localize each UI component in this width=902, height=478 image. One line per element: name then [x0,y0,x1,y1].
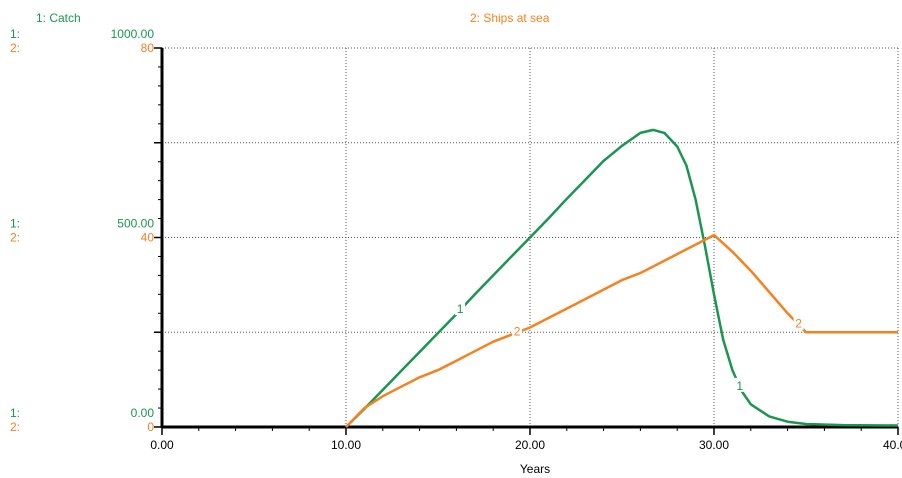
x-tick-label: 0.00 [150,438,174,452]
y-axis-series-prefix: 1: [10,27,20,41]
y-tick-labels: 1: 0.00 1: 500.00 1: 1000.00 2: 0 2: 40 2: 80 [10,27,154,434]
legend-entry-catch: 1: Catch [36,11,81,25]
series-marker-bg [455,301,466,316]
legend-entry-ships-at-sea: 2: Ships at sea [470,11,550,25]
series-marker-bg [512,323,523,338]
y-tick-label: 80 [141,41,155,55]
series-marker-2: 2 [514,324,521,338]
series-marker-1: 1 [457,302,464,316]
x-tick-label: 20.00 [515,438,545,452]
x-tick-label: 30.00 [699,438,729,452]
x-tick-label: 10.00 [331,438,361,452]
y-tick-label: 40 [141,231,155,245]
series-line-2 [345,233,898,428]
gridlines [162,47,899,427]
x-axis-label: Years [520,462,550,476]
series-markers: 1 1 2 2 [455,301,804,393]
y-tick-label: 0 [147,420,154,434]
y-axis-series-prefix: 2: [10,41,20,55]
legend: 1: Catch 2: Ships at sea [36,11,550,25]
y-tick-label: 0.00 [131,406,155,420]
y-tick-label: 500.00 [117,217,154,231]
series-marker-1: 1 [736,379,743,393]
series-line-1 [345,128,899,428]
series-lines [345,128,899,428]
y-axis-series-prefix: 1: [10,406,20,420]
y-axis-series-prefix: 2: [10,420,20,434]
x-tick-labels: 0.00 10.00 20.00 30.00 40.00 [150,438,902,452]
series-marker-bg [734,377,745,392]
series-marker-2: 2 [795,317,802,331]
x-tick-label: 40.00 [883,438,902,452]
y-axis-series-prefix: 1: [10,217,20,231]
axes [154,47,899,435]
y-tick-label: 1000.00 [111,27,155,41]
y-axis-series-prefix: 2: [10,231,20,245]
series-marker-bg [793,315,804,330]
